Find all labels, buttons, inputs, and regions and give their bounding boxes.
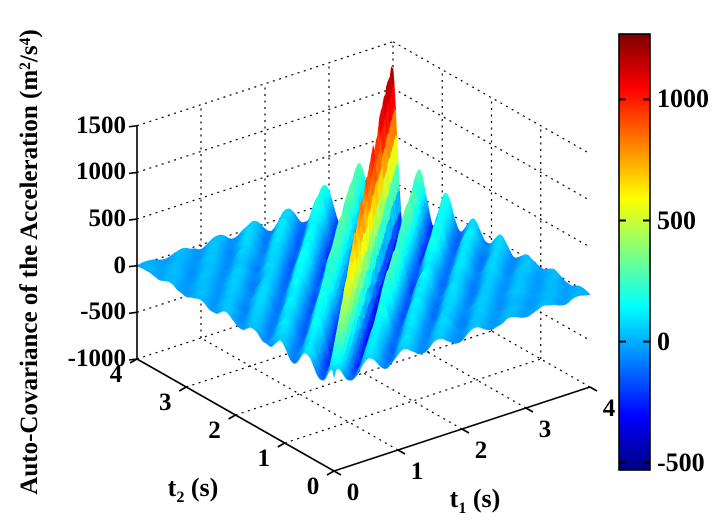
x-tick-label: 0 [346, 479, 360, 506]
colorbar-tick-label: 0 [657, 326, 670, 356]
z-axis-label-post: ) [16, 29, 43, 38]
z-axis-label-text: Auto-Covariance of the Acceleration (m [16, 69, 43, 495]
y-tick-label: 3 [159, 389, 172, 416]
z-tick-label: 0 [113, 251, 127, 279]
x-axis-label: t1 (s) [450, 484, 501, 518]
z-tick-label: 500 [88, 205, 127, 233]
z-tick-label: -1000 [67, 345, 126, 372]
z-axis-label-sup-4: 4 [17, 37, 35, 46]
z-axis-label: Auto-Covariance of the Acceleration (m2/… [16, 29, 44, 494]
y-axis-label-sub: 2 [176, 488, 185, 506]
y-axis-label: t2 (s) [168, 473, 219, 507]
x-tick-label: 1 [410, 458, 424, 485]
y-tick-label: 2 [208, 417, 221, 444]
z-tick-label: -500 [80, 298, 126, 326]
y-tick-label: 1 [257, 445, 271, 472]
colorbar-tick-label: 1000 [657, 84, 709, 114]
x-axis-label-unit: (s) [466, 484, 501, 514]
y-tick-label: 4 [109, 361, 123, 388]
y-axis-label-unit: (s) [184, 473, 219, 503]
x-tick-label: 3 [538, 416, 552, 443]
x-tick-label: 2 [474, 437, 488, 464]
z-tick-label: 1500 [76, 111, 126, 139]
z-tick-label: 1000 [76, 158, 126, 186]
colorbar-tick-label: -500 [657, 447, 705, 477]
z-axis-label-sup-2: 2 [17, 62, 35, 70]
x-tick-label: 4 [602, 395, 616, 422]
y-axis-label-base: t [167, 473, 177, 503]
x-axis-label-sub: 1 [458, 499, 467, 517]
z-axis-label-mid: /s [16, 45, 43, 63]
y-tick-label: 0 [306, 473, 320, 500]
x-axis-label-base: t [449, 484, 459, 514]
colorbar-tick-label: 500 [657, 205, 696, 235]
